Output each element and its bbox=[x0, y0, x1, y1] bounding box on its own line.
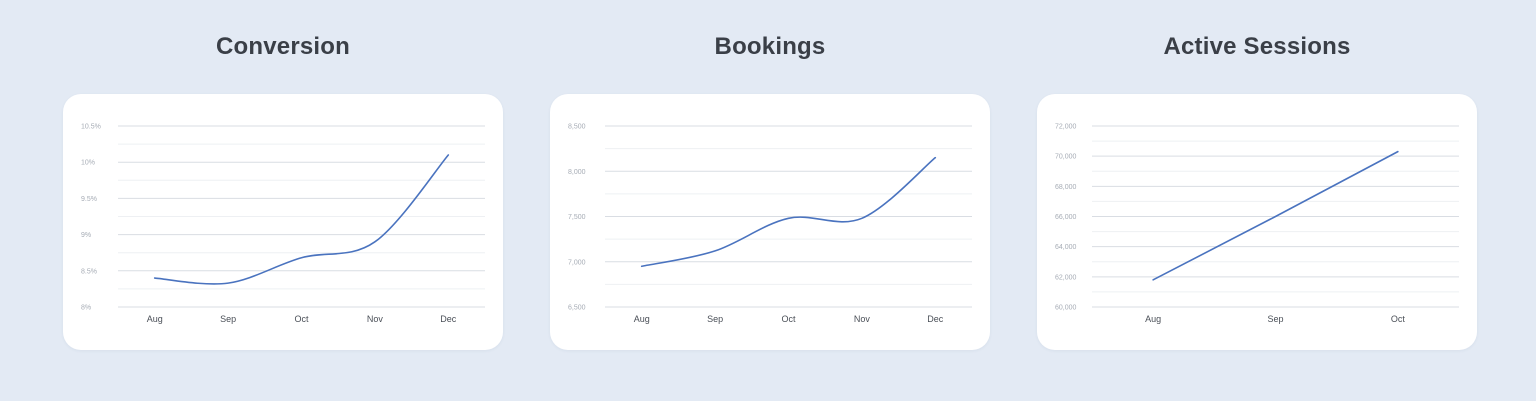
y-tick-label: 72,000 bbox=[1055, 124, 1077, 131]
x-tick-label: Oct bbox=[294, 314, 309, 324]
series-line bbox=[153, 154, 450, 285]
y-tick-label: 7,000 bbox=[568, 259, 586, 266]
y-tick-label: 60,000 bbox=[1055, 305, 1077, 312]
chart-card-active-sessions: 60,000 62,000 64,000 66,000 68,000 70,000 72,0… bbox=[1037, 94, 1477, 350]
x-tick-label: Sep bbox=[1267, 314, 1283, 324]
y-tick-label: 8,000 bbox=[568, 169, 586, 176]
active-sessions-line-chart: 60,000 62,000 64,000 66,000 68,000 70,000 72,0… bbox=[1055, 124, 1459, 324]
x-tick-label: Aug bbox=[1145, 314, 1161, 324]
chart-title-active-sessions: Active Sessions bbox=[1163, 33, 1351, 60]
x-tick-label: Oct bbox=[1391, 314, 1406, 324]
y-tick-label: 10% bbox=[81, 160, 95, 167]
x-tick-label: Sep bbox=[707, 314, 723, 324]
x-tick-label: Dec bbox=[927, 314, 944, 324]
y-tick-label: 62,000 bbox=[1055, 274, 1077, 281]
y-tick-label: 9% bbox=[81, 232, 91, 239]
y-tick-label: 7,500 bbox=[568, 214, 586, 221]
y-tick-label: 64,000 bbox=[1055, 244, 1077, 251]
chart-card-conversion: 8% 8.5% 9% 9.5% 10% 10.5% Aug Sep Oct Nov Dec bbox=[63, 94, 503, 350]
y-tick-label: 10.5% bbox=[81, 124, 101, 131]
series-line bbox=[1152, 150, 1399, 281]
chart-title-conversion: Conversion bbox=[215, 33, 351, 60]
y-tick-label: 66,000 bbox=[1055, 214, 1077, 221]
x-tick-label: Nov bbox=[367, 314, 384, 324]
series-line bbox=[640, 156, 937, 268]
y-tick-label: 9.5% bbox=[81, 196, 97, 203]
x-tick-label: Aug bbox=[634, 314, 650, 324]
x-tick-label: Dec bbox=[440, 314, 457, 324]
y-tick-label: 6,500 bbox=[568, 305, 586, 312]
y-tick-label: 68,000 bbox=[1055, 184, 1077, 191]
y-tick-label: 8% bbox=[81, 305, 91, 312]
bookings-line-chart: 6,500 7,000 7,500 8,000 8,500 Aug Sep Oct Nov Dec bbox=[568, 124, 972, 324]
chart-card-bookings: 6,500 7,000 7,500 8,000 8,500 Aug Sep Oct Nov Dec bbox=[550, 94, 990, 350]
chart-title-bookings: Bookings bbox=[714, 33, 826, 60]
x-tick-label: Nov bbox=[854, 314, 871, 324]
x-tick-label: Sep bbox=[220, 314, 236, 324]
conversion-line-chart: 8% 8.5% 9% 9.5% 10% 10.5% Aug Sep Oct Nov Dec bbox=[81, 124, 485, 324]
y-tick-label: 8,500 bbox=[568, 124, 586, 131]
x-tick-label: Aug bbox=[147, 314, 163, 324]
x-tick-label: Oct bbox=[781, 314, 796, 324]
y-tick-label: 8.5% bbox=[81, 268, 97, 275]
y-tick-label: 70,000 bbox=[1055, 154, 1077, 161]
